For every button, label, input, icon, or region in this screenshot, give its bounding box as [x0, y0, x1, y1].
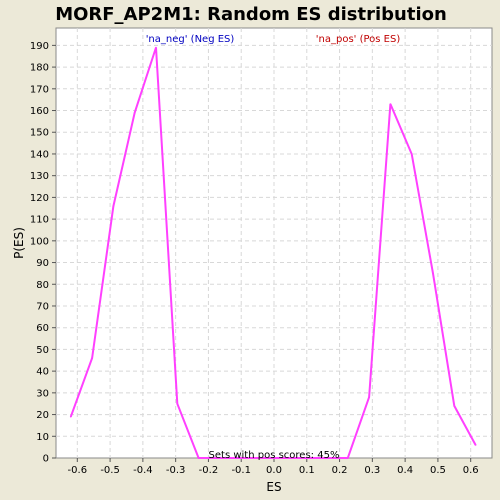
- y-tick-label: 180: [30, 63, 49, 74]
- x-tick-label: -0.2: [199, 465, 219, 476]
- data-point: [133, 111, 136, 114]
- x-tick-label: 0.5: [430, 465, 446, 476]
- x-axis-label: ES: [266, 480, 281, 494]
- data-point: [261, 457, 264, 459]
- x-tick-label: -0.6: [68, 465, 88, 476]
- data-point: [69, 415, 72, 418]
- data-point: [432, 272, 434, 275]
- x-tick-label: 0.4: [397, 465, 413, 476]
- x-tick-label: -0.5: [100, 465, 120, 476]
- data-point: [368, 396, 370, 398]
- x-tick-label: 0.1: [299, 465, 315, 476]
- x-tick-label: 0.3: [364, 465, 380, 476]
- grid: [56, 28, 492, 458]
- data-point: [389, 103, 392, 105]
- y-tick-label: 70: [36, 301, 49, 312]
- data-point: [410, 153, 413, 155]
- y-tick-label: 190: [30, 41, 49, 52]
- y-tick-label: 120: [30, 193, 49, 204]
- y-tick-label: 170: [30, 84, 49, 95]
- y-tick-label: 130: [30, 171, 49, 182]
- data-point: [176, 402, 179, 405]
- y-tick-label: 80: [36, 280, 49, 291]
- data-point: [240, 457, 243, 459]
- data-point: [346, 457, 349, 459]
- series-line: [69, 47, 477, 459]
- y-tick-label: 10: [36, 432, 49, 443]
- data-point: [283, 457, 285, 459]
- y-tick-label: 150: [30, 128, 49, 139]
- y-tick-label: 90: [36, 258, 49, 269]
- annotation-pos-es: 'na_pos' (Pos ES): [316, 34, 401, 45]
- y-axis-label: P(ES): [12, 227, 26, 259]
- y-tick-label: 0: [43, 454, 49, 465]
- y-tick-label: 100: [30, 236, 49, 247]
- data-point: [219, 457, 221, 459]
- data-point: [197, 457, 200, 459]
- y-tick-label: 60: [36, 323, 49, 334]
- x-tick-label: 0.0: [266, 465, 282, 476]
- y-tick-label: 20: [36, 410, 49, 421]
- y-tick-label: 30: [36, 388, 49, 399]
- chart-title: MORF_AP2M1: Random ES distribution: [55, 4, 447, 25]
- annotation-neg-es: 'na_neg' (Neg ES): [146, 34, 235, 45]
- annotation-pos-scores: Sets with pos scores: 45%: [209, 450, 340, 461]
- data-point: [91, 357, 93, 359]
- y-tick-label: 140: [30, 149, 49, 160]
- x-tick-label: -0.3: [166, 465, 186, 476]
- series-layer: [69, 46, 477, 459]
- x-tick-label: -0.4: [133, 465, 153, 476]
- axes: 0 10 20 30 40 50 60 70 80 90 100 110 120 130 140 150 160…: [30, 41, 479, 476]
- y-tick-label: 50: [36, 345, 49, 356]
- data-point: [155, 46, 157, 49]
- y-tick-label: 110: [30, 215, 49, 226]
- x-tick-label: 0.2: [332, 465, 348, 476]
- x-tick-label: -0.1: [231, 465, 251, 476]
- data-point: [474, 444, 477, 446]
- data-point: [453, 405, 456, 407]
- y-tick-label: 160: [30, 106, 49, 117]
- data-point: [112, 205, 115, 207]
- y-tick-label: 40: [36, 367, 49, 378]
- data-point: [325, 457, 328, 459]
- data-point: [304, 457, 306, 459]
- x-tick-label: 0.6: [463, 465, 479, 476]
